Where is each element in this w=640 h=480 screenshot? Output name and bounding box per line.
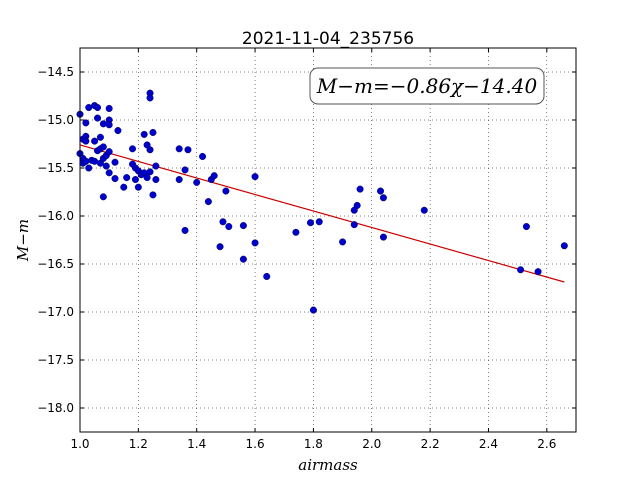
data-point [123, 174, 131, 182]
data-point [105, 169, 113, 177]
data-point [356, 185, 364, 193]
data-point [146, 94, 154, 102]
data-point [146, 168, 154, 176]
data-point [292, 228, 300, 236]
y-tick-label: −16.5 [37, 257, 74, 271]
data-point [210, 172, 218, 180]
data-point [225, 223, 233, 231]
data-point [204, 198, 212, 206]
data-point [175, 145, 183, 153]
data-point [105, 121, 113, 129]
axis-ticks: 1.0 1.2 1.4 1.6 1.8 2.0 2.2 2.4 2.6 −14.5 −15.0 −15… [37, 48, 576, 451]
data-point [143, 174, 151, 182]
x-axis-label: airmass [298, 456, 358, 474]
data-point [94, 104, 102, 112]
x-tick-label: 1.0 [70, 437, 89, 451]
y-tick-label: −15.5 [37, 161, 74, 175]
data-point [146, 146, 154, 154]
data-point [82, 137, 90, 145]
data-point [129, 145, 137, 153]
data-point [251, 173, 259, 181]
data-point [99, 193, 107, 201]
y-tick-label: −18.0 [37, 401, 74, 415]
x-tick-label: 1.2 [129, 437, 148, 451]
data-point [517, 266, 525, 274]
y-tick-label: −16.0 [37, 209, 74, 223]
data-point [350, 221, 358, 229]
data-point [134, 183, 142, 191]
x-tick-label: 1.4 [187, 437, 206, 451]
plot-frame [79, 47, 577, 433]
y-tick-label: −17.0 [37, 305, 74, 319]
data-point [534, 268, 542, 276]
data-point [251, 239, 259, 247]
fit-line [79, 144, 565, 283]
x-tick-label: 2.2 [421, 437, 440, 451]
data-point [111, 175, 119, 183]
data-point [149, 128, 157, 136]
data-point [315, 218, 323, 226]
data-point [263, 272, 271, 280]
data-point [120, 183, 128, 191]
fit-layer [79, 144, 565, 283]
data-point [102, 162, 110, 170]
data-point [379, 233, 387, 241]
data-point [131, 176, 139, 184]
y-axis-label: M−m [14, 219, 32, 262]
data-point [140, 130, 148, 138]
data-point [184, 146, 192, 154]
y-tick-label: −17.5 [37, 353, 74, 367]
data-point [306, 219, 314, 227]
x-tick-label: 2.6 [537, 437, 556, 451]
data-point [219, 218, 227, 226]
data-point [149, 191, 157, 199]
data-point [216, 243, 224, 251]
data-point [85, 104, 93, 112]
data-point [175, 176, 183, 184]
annotation-box [309, 67, 545, 105]
data-point [82, 157, 90, 165]
data-point [199, 152, 207, 160]
data-point [222, 187, 230, 195]
data-point [377, 187, 385, 195]
data-point [152, 162, 160, 170]
data-point [181, 226, 189, 234]
data-point [522, 223, 530, 231]
data-point [85, 164, 93, 172]
data-point [152, 176, 160, 184]
data-point [309, 306, 317, 314]
data-point [379, 194, 387, 202]
data-point [99, 143, 107, 151]
y-tick-label: −15.0 [37, 113, 74, 127]
data-point [239, 255, 247, 263]
data-points [76, 89, 568, 314]
x-tick-label: 1.6 [246, 437, 265, 451]
x-tick-label: 2.0 [362, 437, 381, 451]
data-point [420, 206, 428, 214]
data-point [181, 166, 189, 174]
data-point [339, 238, 347, 246]
data-point [111, 158, 119, 166]
data-point [99, 120, 107, 128]
x-tick-label: 1.8 [304, 437, 323, 451]
grid [79, 48, 576, 432]
data-point [353, 201, 361, 209]
data-point [105, 104, 113, 112]
chart-title: 2021-11-04_235756 [242, 29, 414, 49]
data-point [94, 114, 102, 122]
data-point [105, 148, 113, 156]
data-point [82, 119, 90, 127]
data-point [114, 127, 122, 135]
data-point [560, 242, 568, 250]
y-tick-label: −14.5 [37, 65, 74, 79]
data-point [193, 178, 201, 186]
data-point [239, 222, 247, 230]
fit-equation: M−m=−0.86χ−14.40 [316, 74, 538, 98]
data-point [91, 137, 99, 145]
x-tick-label: 2.4 [479, 437, 498, 451]
fit-annotation: M−m=−0.86χ−14.40 [309, 67, 545, 105]
data-point [91, 157, 99, 165]
data-point [96, 133, 104, 141]
